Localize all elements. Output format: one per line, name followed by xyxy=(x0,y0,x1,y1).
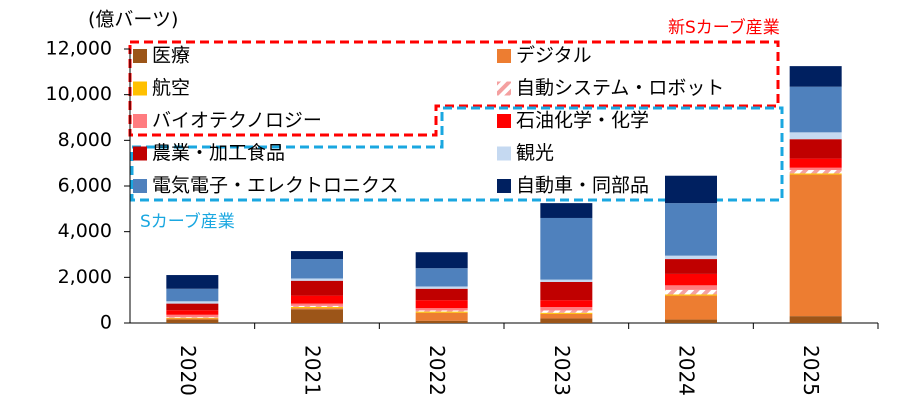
bar-segment xyxy=(291,259,343,279)
bar-segment xyxy=(166,314,219,318)
bar-segment xyxy=(291,308,343,310)
unit-label: (億バーツ) xyxy=(88,9,178,31)
x-tick-label: 2024 xyxy=(675,345,699,396)
legend-swatch xyxy=(497,114,511,128)
y-tick-label: 10,000 xyxy=(46,83,112,105)
bar-segment xyxy=(665,175,717,204)
bar-segment xyxy=(540,300,593,308)
legend-swatch xyxy=(133,114,147,128)
x-tick-label: 2023 xyxy=(550,345,574,396)
bar-segment xyxy=(415,312,468,321)
bar-segment xyxy=(540,318,593,323)
bar-segment xyxy=(665,255,717,260)
legend-swatch xyxy=(133,49,147,63)
bar-segment xyxy=(166,288,219,302)
bar-segment xyxy=(166,318,219,320)
legend-label: 自動車・同部品 xyxy=(516,175,649,197)
bar-segment xyxy=(291,251,343,260)
bar-segment xyxy=(291,278,343,281)
annotation: 新Sカーブ産業 xyxy=(668,17,780,38)
legend-swatch xyxy=(497,49,511,63)
y-tick-label: 6,000 xyxy=(58,175,112,197)
y-tick-label: 12,000 xyxy=(46,38,112,60)
bar-segment xyxy=(665,295,717,320)
bar-segment xyxy=(415,268,468,287)
bar-segment xyxy=(789,173,842,175)
x-tick-label: 2021 xyxy=(301,345,325,396)
bar-segment xyxy=(665,203,717,256)
bar-segment xyxy=(415,300,468,309)
bar-segment xyxy=(291,295,343,304)
legend-swatch xyxy=(133,81,147,96)
legend-swatch xyxy=(133,179,147,193)
bar-segment xyxy=(540,307,593,311)
bar-segment xyxy=(665,285,717,290)
bar-segment xyxy=(665,289,717,295)
bar-segment xyxy=(789,66,842,87)
bar-segment xyxy=(415,311,468,313)
legend-label: デジタル xyxy=(516,45,592,67)
bar-segment xyxy=(789,132,842,140)
annotation: Sカーブ産業 xyxy=(140,211,235,232)
bar-segment xyxy=(291,303,343,306)
legend-label: 石油化学・化学 xyxy=(516,110,649,132)
bar-segment xyxy=(415,310,468,312)
y-tick-label: 2,000 xyxy=(58,266,112,288)
bar-segment xyxy=(291,309,343,323)
x-tick-label: 2025 xyxy=(799,345,823,396)
bar-segment xyxy=(789,167,842,171)
y-tick-label: 8,000 xyxy=(58,129,112,151)
bar-segment xyxy=(166,310,219,315)
bar-segment xyxy=(415,320,468,323)
bar-segment xyxy=(540,203,593,218)
legend-label: 航空 xyxy=(152,77,190,99)
bar-segment xyxy=(166,301,219,304)
bar-segment xyxy=(166,319,219,323)
group-box xyxy=(130,106,784,202)
bar-segment xyxy=(789,139,842,159)
bar-segment xyxy=(540,310,593,313)
bar-segment xyxy=(291,307,343,309)
bar-segment xyxy=(166,275,219,289)
bar-segment xyxy=(789,158,842,168)
bar-segment xyxy=(789,174,842,317)
legend-label: 医療 xyxy=(152,45,190,67)
bar-segment xyxy=(665,273,717,286)
bar-segment xyxy=(291,305,343,308)
bar-segment xyxy=(665,294,717,296)
bar-segment xyxy=(665,259,717,274)
bar-segment xyxy=(789,170,842,174)
y-tick-label: 4,000 xyxy=(58,220,112,242)
legend-label: 自動システム・ロボット xyxy=(516,77,724,99)
legend-label: 電気電子・エレクトロニクス xyxy=(152,175,398,197)
legend-label: 農業・加工食品 xyxy=(152,142,285,164)
bar-segment xyxy=(540,312,593,314)
bar-segment xyxy=(540,281,593,301)
legend-swatch xyxy=(497,146,511,161)
legend-label: 観光 xyxy=(516,142,554,164)
bar-segment xyxy=(291,280,343,296)
bar-segment xyxy=(540,217,593,280)
legend-swatch xyxy=(497,81,511,96)
bar-segment xyxy=(415,288,468,301)
bar-segment xyxy=(166,317,219,318)
legend-swatch xyxy=(133,146,147,161)
bar-segment xyxy=(540,279,593,282)
y-tick-label: 0 xyxy=(100,312,112,334)
x-tick-label: 2022 xyxy=(425,345,449,396)
bar-segment xyxy=(540,313,593,319)
legend-swatch xyxy=(497,179,511,193)
bar-segment xyxy=(166,303,219,311)
legend-label: バイオテクノロジー xyxy=(152,110,322,132)
bar-segment xyxy=(415,308,468,311)
x-tick-label: 2020 xyxy=(176,345,200,396)
bar-segment xyxy=(789,86,842,133)
bar-segment xyxy=(415,286,468,289)
bar-segment xyxy=(415,252,468,269)
bar-segment xyxy=(665,319,717,323)
bar-segment xyxy=(166,317,219,319)
bar-segment xyxy=(789,316,842,323)
